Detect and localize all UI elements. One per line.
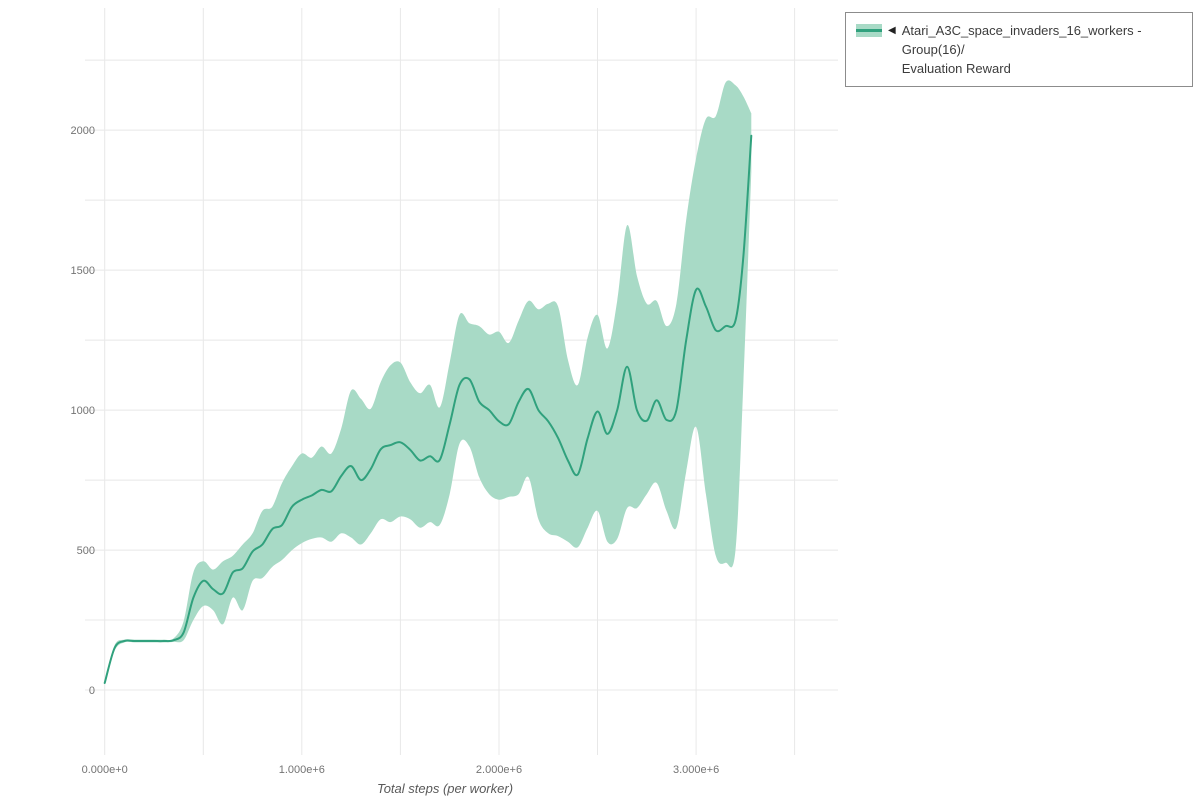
series-label-line2: Evaluation Reward (901, 61, 1011, 76)
tick-labels: 0.000e+0 1.000e+6 2.000e+6 3.000e+6 0 500 1000… (71, 125, 720, 776)
confidence-band (104, 80, 752, 685)
x-tick-label: 1.000e+6 (279, 764, 325, 776)
y-tick-label: 1000 (71, 405, 95, 417)
legend-row: ◀ Atari_A3C_space_invaders_16_workers - … (856, 21, 1182, 78)
series-label-line1: Atari_A3C_space_invaders_16_workers - Gr… (901, 23, 1142, 57)
legend[interactable]: ◀ Atari_A3C_space_invaders_16_workers - … (845, 12, 1193, 87)
series-color-swatch (856, 24, 882, 37)
x-axis-title: Total steps (per worker) (377, 781, 513, 796)
x-tick-label: 2.000e+6 (476, 764, 522, 776)
y-tick-label: 0 (89, 685, 95, 697)
y-tick-label: 2000 (71, 125, 95, 137)
mean-line[interactable] (103, 134, 753, 684)
series-label[interactable]: Atari_A3C_space_invaders_16_workers - Gr… (902, 21, 1182, 78)
x-tick-label: 3.000e+6 (673, 764, 719, 776)
chart-generated: 0.000e+0 1.000e+6 2.000e+6 3.000e+6 0 500 1000… (71, 8, 838, 776)
collapse-legend-icon[interactable]: ◀ (888, 25, 896, 36)
x-tick-label: 0.000e+0 (82, 764, 128, 776)
series-line-sample (856, 29, 882, 32)
y-tick-label: 500 (77, 545, 95, 557)
y-tick-label: 1500 (71, 265, 95, 277)
